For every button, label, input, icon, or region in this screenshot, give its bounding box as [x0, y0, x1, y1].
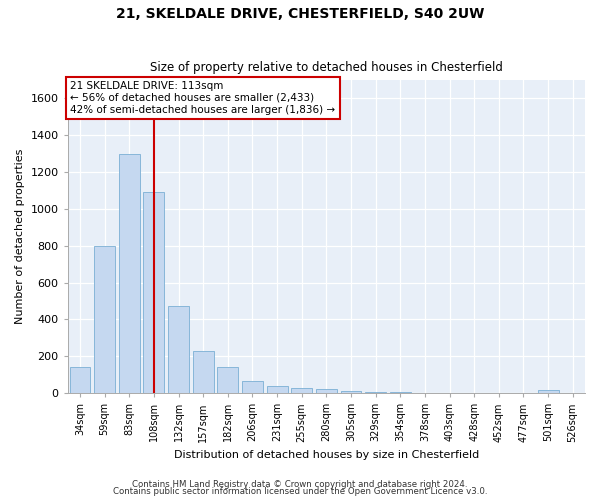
Bar [415, 392, 436, 393]
Bar [168, 306, 189, 393]
Text: Contains public sector information licensed under the Open Government Licence v3: Contains public sector information licen… [113, 488, 487, 496]
Bar [390, 392, 411, 393]
Bar [365, 392, 386, 393]
Bar [439, 392, 460, 393]
Title: Size of property relative to detached houses in Chesterfield: Size of property relative to detached ho… [150, 62, 503, 74]
Bar [242, 381, 263, 393]
Bar [217, 368, 238, 393]
Bar [266, 386, 287, 393]
Bar [143, 192, 164, 393]
Text: 21 SKELDALE DRIVE: 113sqm
← 56% of detached houses are smaller (2,433)
42% of se: 21 SKELDALE DRIVE: 113sqm ← 56% of detac… [70, 82, 335, 114]
X-axis label: Distribution of detached houses by size in Chesterfield: Distribution of detached houses by size … [174, 450, 479, 460]
Bar [70, 368, 91, 393]
Bar [119, 154, 140, 393]
Bar [341, 391, 361, 393]
Bar [538, 390, 559, 393]
Text: 21, SKELDALE DRIVE, CHESTERFIELD, S40 2UW: 21, SKELDALE DRIVE, CHESTERFIELD, S40 2U… [116, 8, 484, 22]
Bar [94, 246, 115, 393]
Bar [291, 388, 312, 393]
Bar [193, 351, 214, 393]
Text: Contains HM Land Registry data © Crown copyright and database right 2024.: Contains HM Land Registry data © Crown c… [132, 480, 468, 489]
Bar [316, 390, 337, 393]
Y-axis label: Number of detached properties: Number of detached properties [15, 149, 25, 324]
